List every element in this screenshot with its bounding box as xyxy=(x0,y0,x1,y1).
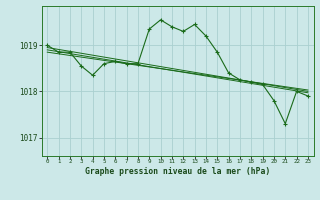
X-axis label: Graphe pression niveau de la mer (hPa): Graphe pression niveau de la mer (hPa) xyxy=(85,167,270,176)
